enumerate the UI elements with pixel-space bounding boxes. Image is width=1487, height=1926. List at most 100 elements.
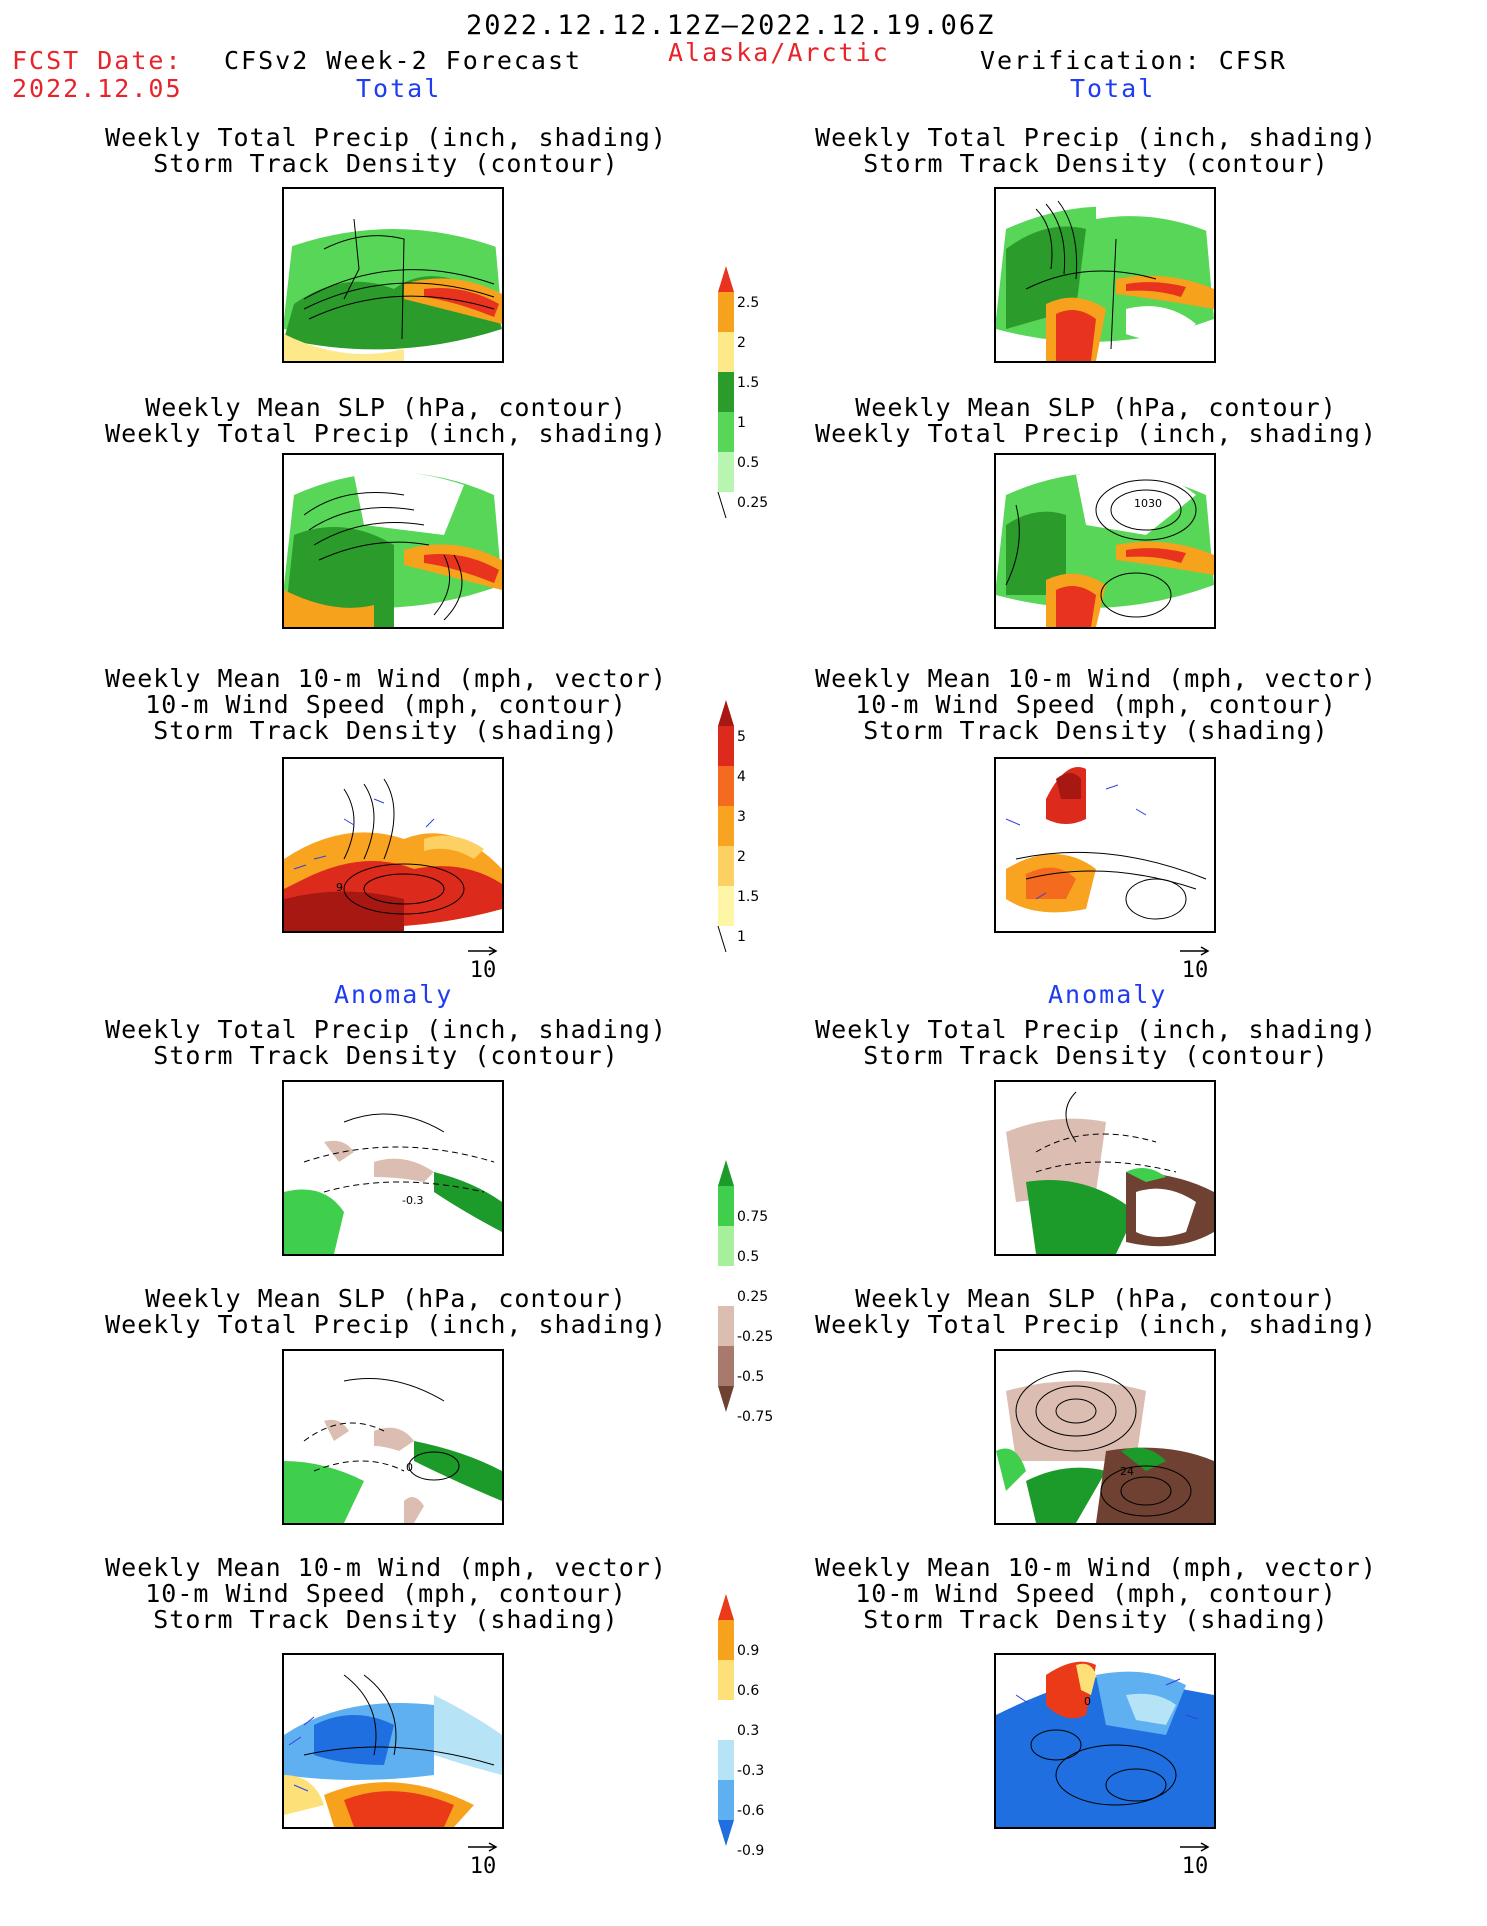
colorbar-top-arrow xyxy=(718,700,734,726)
arrow-right-icon xyxy=(463,944,503,958)
colorbar-tick-label: -0.5 xyxy=(737,1369,764,1385)
colorbar-top-arrow xyxy=(718,266,734,292)
section-anomaly-right: Anomaly xyxy=(1048,980,1168,1009)
vector-ref-right-total: 10 xyxy=(1175,944,1215,983)
region-label: Alaska/Arctic xyxy=(668,38,890,67)
colorbar-segment xyxy=(718,1226,734,1266)
colorbar-tick-label: -0.75 xyxy=(737,1409,773,1425)
colorbar-segment xyxy=(718,726,734,766)
colorbar-tail xyxy=(717,491,727,519)
colorbar-segment xyxy=(718,766,734,806)
title-l5: Weekly Mean SLP (hPa, contour) Weekly Tot… xyxy=(105,1284,667,1339)
colorbar-tick-label: 4 xyxy=(737,769,746,785)
colorbar-segment xyxy=(718,412,734,452)
title-r6: Weekly Mean 10-m Wind (mph, vector) 10-m … xyxy=(815,1553,1377,1634)
contour-label-0: 0 xyxy=(406,1461,413,1474)
contour-label-0-r: 0 xyxy=(1084,1695,1091,1708)
map-panel-precip-verification-anomaly xyxy=(994,1080,1216,1256)
vector-ref-right-anomaly: 10 xyxy=(1175,1840,1215,1879)
colorbar-tick-label: 2 xyxy=(737,849,746,865)
arrow-right-icon xyxy=(463,1840,503,1854)
colorbar-precip-total: 2.5 2 1.5 1 0.5 0.25 xyxy=(717,266,788,558)
colorbar-tick-label: 1 xyxy=(737,929,746,945)
colorbar-tick-label: 5 xyxy=(737,729,746,745)
colorbar-storm-density-total: 5 4 3 2 1.5 1 xyxy=(717,700,788,992)
colorbar-top-arrow xyxy=(718,1594,734,1620)
fcst-date-value: 2022.12.05 xyxy=(12,74,183,103)
colorbar-segment xyxy=(718,332,734,372)
colorbar-segment xyxy=(718,1266,734,1306)
colorbar-tick-label: -0.25 xyxy=(737,1329,773,1345)
contour-label-9: 9 xyxy=(336,881,343,894)
title-r1: Weekly Total Precip (inch, shading) Storm… xyxy=(815,123,1377,178)
contour-label-1030: 1030 xyxy=(1134,497,1162,510)
title-r5: Weekly Mean SLP (hPa, contour) Weekly Tot… xyxy=(815,1284,1377,1339)
date-range-title: 2022.12.12.12Z–2022.12.19.06Z xyxy=(466,10,996,41)
title-r3: Weekly Mean 10-m Wind (mph, vector) 10-m … xyxy=(815,664,1377,745)
map-panel-slp-forecast-total xyxy=(282,453,504,629)
model-label: CFSv2 Week-2 Forecast xyxy=(224,46,583,75)
title-l2: Weekly Mean SLP (hPa, contour) Weekly Tot… xyxy=(105,393,667,448)
map-panel-slp-verification-total: 1030 xyxy=(994,453,1216,629)
map-panel-precip-forecast-total xyxy=(282,187,504,363)
colorbar-segment xyxy=(718,1346,734,1386)
map-panel-precip-verification-total xyxy=(994,187,1216,363)
map-panel-wind-verification-total xyxy=(994,757,1216,933)
vector-ref-left-total: 10 xyxy=(463,944,503,983)
colorbar-tick-label: 2.5 xyxy=(737,295,759,311)
colorbar-bottom-arrow xyxy=(718,1386,734,1412)
arrow-right-icon xyxy=(1175,1840,1215,1854)
section-anomaly-left: Anomaly xyxy=(334,980,454,1009)
colorbar-tick-label: 0.6 xyxy=(737,1683,759,1699)
vector-ref-left-anomaly: 10 xyxy=(463,1840,503,1879)
title-r2: Weekly Mean SLP (hPa, contour) Weekly Tot… xyxy=(815,393,1377,448)
arrow-right-icon xyxy=(1175,944,1215,958)
verification-label: Verification: CFSR xyxy=(980,46,1287,75)
colorbar-tick-label: 0.9 xyxy=(737,1643,759,1659)
title-l6: Weekly Mean 10-m Wind (mph, vector) 10-m … xyxy=(105,1553,667,1634)
colorbar-segment xyxy=(718,452,734,492)
colorbar-tick-label: -0.6 xyxy=(737,1803,764,1819)
colorbar-tick-label: 0.25 xyxy=(737,495,768,511)
colorbar-segment xyxy=(718,886,734,926)
colorbar-segment xyxy=(718,1780,734,1820)
map-panel-slp-forecast-anomaly: 0 xyxy=(282,1349,504,1525)
title-l1: Weekly Total Precip (inch, shading) Storm… xyxy=(105,123,667,178)
colorbar-tick-label: 1 xyxy=(737,415,746,431)
colorbar-segment xyxy=(718,846,734,886)
colorbar-tick-label: 1.5 xyxy=(737,375,759,391)
colorbar-segment xyxy=(718,1700,734,1740)
colorbar-tick-label: 0.25 xyxy=(737,1289,768,1305)
colorbar-tick-label: -0.9 xyxy=(737,1843,764,1859)
colorbar-tick-label: 0.5 xyxy=(737,455,759,471)
colorbar-top-arrow xyxy=(718,1160,734,1186)
colorbar-segment xyxy=(718,806,734,846)
map-panel-slp-verification-anomaly: 24 xyxy=(994,1349,1216,1525)
map-panel-wind-forecast-anomaly xyxy=(282,1653,504,1829)
title-l3: Weekly Mean 10-m Wind (mph, vector) 10-m … xyxy=(105,664,667,745)
colorbar-segment xyxy=(718,1740,734,1780)
title-l4: Weekly Total Precip (inch, shading) Storm… xyxy=(105,1015,667,1070)
colorbar-tick-label: 0.5 xyxy=(737,1249,759,1265)
map-panel-precip-forecast-anomaly: -0.3 xyxy=(282,1080,504,1256)
colorbar-tick-label: 3 xyxy=(737,809,746,825)
map-panel-wind-forecast-total: 9 xyxy=(282,757,504,933)
colorbar-segment xyxy=(718,1306,734,1346)
contour-label-24: 24 xyxy=(1120,1465,1134,1478)
contour-label-neg0-3: -0.3 xyxy=(402,1194,423,1207)
colorbar-segment xyxy=(718,1620,734,1660)
map-panel-wind-verification-anomaly: 0 xyxy=(994,1653,1216,1829)
colorbar-tick-label: -0.3 xyxy=(737,1763,764,1779)
colorbar-storm-density-anomaly: 0.9 0.6 0.3 -0.3 -0.6 -0.9 xyxy=(718,1594,788,1926)
colorbar-tick-label: 0.3 xyxy=(737,1723,759,1739)
title-r4: Weekly Total Precip (inch, shading) Storm… xyxy=(815,1015,1377,1070)
colorbar-segment xyxy=(718,372,734,412)
colorbar-tick-label: 2 xyxy=(737,335,746,351)
colorbar-bottom-arrow xyxy=(718,1820,734,1846)
colorbar-tick-label: 1.5 xyxy=(737,889,759,905)
section-total-right: Total xyxy=(1070,74,1156,103)
colorbar-segment xyxy=(718,1660,734,1700)
section-total-left: Total xyxy=(356,74,442,103)
colorbar-tail xyxy=(717,925,727,953)
colorbar-segment xyxy=(718,292,734,332)
